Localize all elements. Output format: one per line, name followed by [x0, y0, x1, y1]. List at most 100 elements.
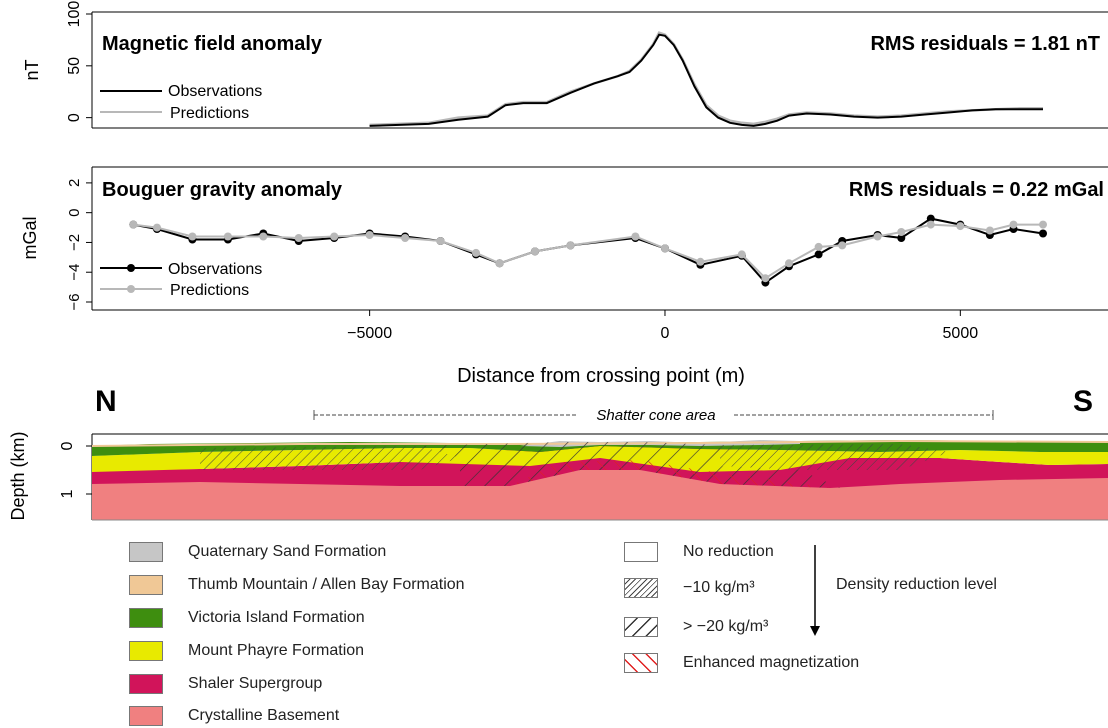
- grav-point-predictions: [566, 241, 575, 250]
- legend-label-shaler: Shaler Supergroup: [188, 675, 323, 692]
- mag-ytick-label-0: 0: [66, 113, 83, 122]
- grav-series-observations: [133, 217, 1044, 284]
- density-row-magnetization: Enhanced magnetization: [624, 653, 859, 673]
- grav-legend-pred: Predictions: [170, 282, 249, 299]
- shatter-label: Shatter cone area: [596, 407, 715, 424]
- density-row-20: > −20 kg/m³: [624, 617, 768, 637]
- density-row-none: No reduction: [624, 542, 774, 562]
- grav-legend-obs: Observations: [168, 261, 262, 278]
- density-label-none: No reduction: [683, 543, 774, 560]
- grav-ytick-label-4: −6: [66, 293, 83, 310]
- swatch-shaler: [129, 674, 163, 694]
- hatch-fine-area-left: [200, 446, 460, 470]
- mag-title: Magnetic field anomaly: [102, 33, 323, 55]
- grav-point-predictions: [1039, 220, 1047, 229]
- mag-ylabel: nT: [22, 59, 42, 80]
- legend-label-basement: Crystalline Basement: [188, 707, 340, 724]
- magnetic-panel: nT Magnetic field anomaly RMS residuals …: [22, 1, 1108, 129]
- grav-point-predictions: [365, 231, 374, 239]
- grav-point-predictions: [985, 226, 994, 235]
- grav-point-observations: [814, 250, 823, 259]
- grav-ytick-label-2: −2: [66, 234, 83, 251]
- grav-point-predictions: [838, 241, 847, 250]
- density-row-10: −10 kg/m³: [624, 578, 755, 598]
- grav-point-predictions: [926, 220, 935, 229]
- grav-point-predictions: [436, 237, 445, 245]
- grav-xtick-label-0: −5000: [347, 325, 392, 342]
- legend-row-mount-phayre: Mount Phayre Formation: [129, 641, 364, 661]
- grav-title: Bouguer gravity anomaly: [102, 179, 343, 201]
- grav-point-predictions: [401, 234, 410, 242]
- grav-point-predictions: [696, 257, 705, 266]
- mag-series-observations: [369, 33, 1043, 127]
- grav-y-ticks: 2 0 −2 −4 −6: [66, 179, 92, 311]
- legend-label-quaternary: Quaternary Sand Formation: [188, 543, 387, 560]
- swatch-victoria: [129, 608, 163, 628]
- mag-y-ticks: 0 50 100: [66, 1, 92, 122]
- grav-point-predictions: [495, 259, 504, 268]
- grav-series: [129, 214, 1047, 287]
- grav-point-predictions: [188, 232, 197, 241]
- depth-tick-label-0: 0: [59, 441, 76, 450]
- grav-point-predictions: [737, 250, 746, 259]
- swatch-no-reduction: [624, 542, 658, 562]
- grav-point-predictions: [873, 232, 882, 241]
- hatch-red-area: [510, 460, 830, 488]
- grav-point-predictions: [153, 223, 161, 232]
- grav-point-predictions: [330, 232, 339, 241]
- grav-point-predictions: [531, 247, 539, 256]
- mag-rms: RMS residuals = 1.81 nT: [870, 33, 1100, 55]
- density-arrow-head: [810, 626, 820, 636]
- density-label-magnetization: Enhanced magnetization: [683, 654, 860, 671]
- grav-ytick-label-1: 0: [66, 208, 83, 216]
- legend-row-basement: Crystalline Basement: [129, 706, 339, 726]
- legend-row-thumb-mountain: Thumb Mountain / Allen Bay Formation: [129, 575, 465, 595]
- swatch-basement: [129, 706, 163, 726]
- legend-row-quaternary: Quaternary Sand Formation: [129, 542, 386, 562]
- swatch-coarse-hatch: [624, 617, 658, 637]
- grav-x-ticks: −5000 0 5000: [347, 310, 978, 342]
- legend-label-victoria: Victoria Island Formation: [188, 609, 365, 626]
- legend-row-shaler: Shaler Supergroup: [129, 674, 322, 694]
- legend-label-thumb-mountain: Thumb Mountain / Allen Bay Formation: [188, 576, 465, 593]
- grav-point-observations: [1039, 229, 1047, 238]
- grav-legend-pred-marker: [127, 285, 135, 293]
- south-label: S: [1073, 385, 1093, 418]
- grav-point-predictions: [259, 232, 268, 241]
- density-label-10: −10 kg/m³: [683, 579, 755, 596]
- grav-point-predictions: [785, 259, 793, 268]
- x-axis-label: Distance from crossing point (m): [457, 365, 745, 387]
- grav-rms: RMS residuals = 0.22 mGal: [849, 179, 1104, 201]
- grav-point-predictions: [761, 274, 770, 283]
- mag-legend-pred: Predictions: [170, 105, 249, 122]
- grav-xtick-label-2: 5000: [943, 325, 979, 342]
- grav-point-predictions: [223, 232, 232, 241]
- north-label: N: [95, 385, 117, 418]
- mag-series: [369, 31, 1043, 127]
- grav-point-predictions: [129, 220, 138, 229]
- grav-ylabel: mGal: [20, 216, 40, 259]
- grav-point-predictions: [294, 234, 303, 242]
- grav-point-predictions: [897, 228, 906, 236]
- swatch-quaternary: [129, 542, 163, 562]
- swatch-mount-phayre: [129, 641, 163, 661]
- swatch-red-hatch: [624, 653, 658, 673]
- grav-legend-obs-marker: [127, 264, 135, 272]
- density-label-20: > −20 kg/m³: [683, 618, 769, 635]
- grav-ytick-label-0: 2: [66, 179, 83, 187]
- grav-point-observations: [926, 214, 935, 223]
- swatch-thumb-mountain: [129, 575, 163, 595]
- mag-ytick-label-1: 50: [66, 57, 83, 75]
- grav-point-predictions: [814, 242, 823, 251]
- grav-ytick-label-3: −4: [66, 264, 83, 281]
- grav-point-observations: [897, 234, 906, 242]
- density-title: Density reduction level: [836, 576, 997, 593]
- grav-series-predictions: [133, 223, 1043, 280]
- hatch-fine-area-right: [720, 444, 950, 470]
- grav-point-predictions: [472, 248, 480, 257]
- grav-point-predictions: [631, 232, 640, 241]
- depth-ylabel: Depth (km): [8, 431, 28, 520]
- depth-tick-label-1: 1: [59, 489, 76, 498]
- cross-section: N S Shatter cone area Depth (km) 0 1: [8, 385, 1108, 636]
